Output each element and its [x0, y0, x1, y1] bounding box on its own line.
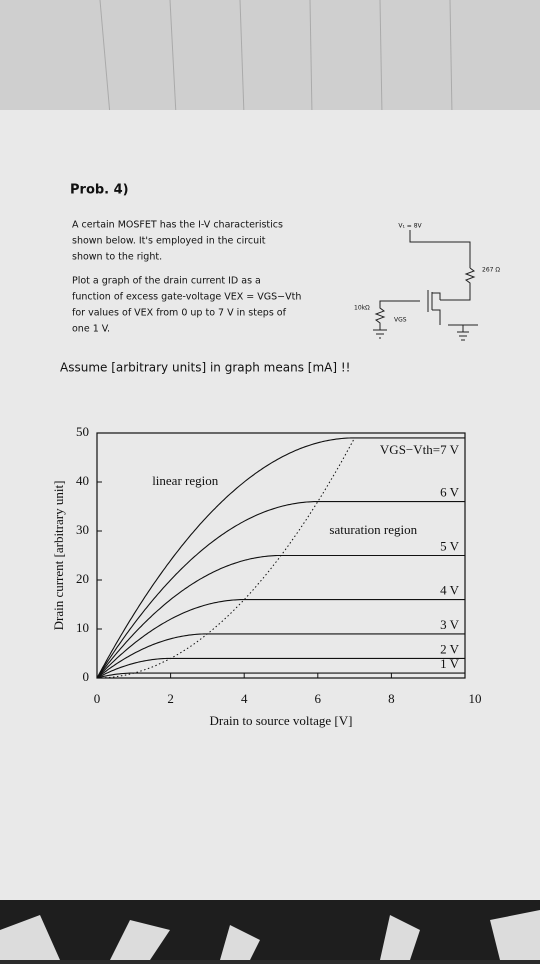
iv-curve	[96, 672, 465, 679]
notebook-lines	[99, 0, 453, 116]
problem-text: shown to the right.	[72, 252, 162, 263]
supply-label: V₁ = 8V	[398, 223, 422, 230]
annotation: linear region	[152, 473, 219, 488]
curve-label: 4 V	[440, 583, 460, 598]
y-axis-label: Drain current [arbitrary unit]	[51, 481, 66, 631]
curve-label: 6 V	[440, 485, 460, 500]
curve-label: VGS−Vth=7 V	[380, 442, 460, 457]
problem-text: function of excess gate-voltage VEX = VG…	[72, 292, 301, 303]
iv-curve	[96, 633, 465, 679]
background-fabric	[0, 900, 540, 960]
y-tick-label: 50	[76, 424, 89, 439]
x-tick-label: 2	[167, 691, 174, 706]
problem-title: Prob. 4)	[70, 183, 129, 198]
x-tick-label: 10	[469, 691, 482, 706]
iv-curve	[96, 501, 465, 679]
notebook-page	[0, 0, 540, 120]
x-tick-label: 4	[241, 691, 248, 706]
y-tick-label: 20	[76, 571, 89, 586]
x-tick-label: 8	[388, 691, 395, 706]
problem-text: one 1 V.	[72, 324, 110, 335]
curve-label: 2 V	[440, 641, 460, 656]
note: Assume [arbitrary units] in graph means …	[60, 361, 350, 375]
y-tick-label: 40	[76, 473, 89, 488]
problem-text: shown below. It's employed in the circui…	[72, 236, 266, 247]
x-tick-label: 0	[94, 691, 101, 706]
curve-label: 1 V	[440, 656, 460, 671]
fabric-pattern	[0, 910, 540, 960]
annotation: saturation region	[329, 522, 417, 537]
resistor-label: 267 Ω	[482, 267, 500, 274]
problem-text: for values of VEX from 0 up to 7 V in st…	[72, 308, 287, 319]
curve-label: 3 V	[440, 617, 460, 632]
x-tick-label: 6	[315, 691, 322, 706]
gate-label: VGS	[394, 317, 407, 324]
iv-curve	[96, 599, 465, 679]
circuit	[373, 230, 478, 341]
curve-label: 5 V	[440, 538, 460, 553]
iv-curve	[96, 437, 465, 679]
iv-curve	[96, 554, 465, 679]
x-axis-label: Drain to source voltage [V]	[210, 713, 353, 728]
resistor-label: 10kΩ	[354, 305, 370, 312]
problem-text: Plot a graph of the drain current ID as …	[72, 276, 261, 287]
problem-text: A certain MOSFET has the I-V characteris…	[72, 220, 283, 231]
y-tick-label: 10	[76, 620, 89, 635]
y-tick-label: 0	[83, 669, 90, 684]
y-tick-label: 30	[76, 522, 89, 537]
chart: 0 2 4 6 8 10 0 10 20 30 40 50 Drain to source voltag…	[51, 424, 482, 728]
iv-curve	[96, 657, 465, 679]
